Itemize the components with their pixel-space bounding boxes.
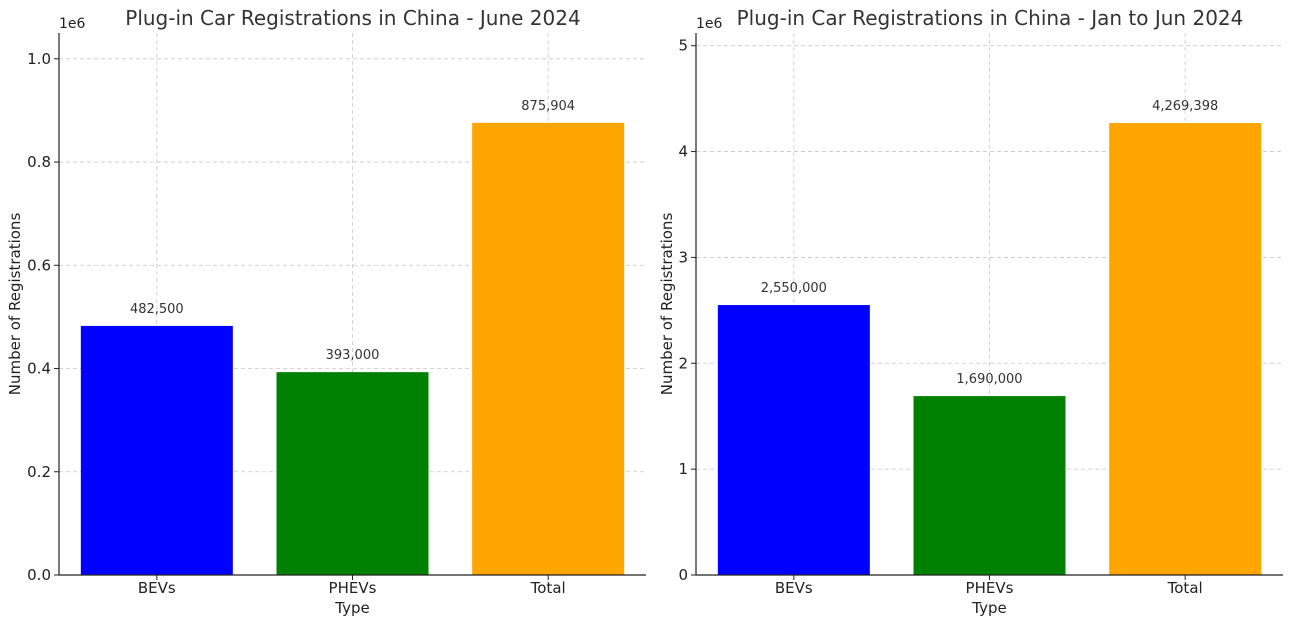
y-tick-label: 0.4 [27, 360, 51, 378]
y-tick-label: 3 [678, 248, 688, 266]
bar-total [1109, 123, 1262, 576]
bar-bevs [80, 325, 233, 575]
y-tick-label: 0.6 [27, 256, 51, 274]
x-tick-label: BEVs [138, 579, 176, 597]
chart-title: Plug-in Car Registrations in China - Jun… [125, 6, 580, 30]
bar-total [472, 122, 625, 575]
y-tick-label: 0.8 [27, 153, 51, 171]
y-tick-label: 0 [678, 566, 688, 584]
chart-title: Plug-in Car Registrations in China - Jan… [737, 6, 1244, 30]
y-tick-label: 1.0 [27, 50, 51, 68]
x-tick-label: Total [530, 579, 566, 597]
y-tick-label: 5 [678, 37, 688, 55]
y-axis-label: Number of Registrations [658, 213, 676, 396]
y-tick-label: 2 [678, 354, 688, 372]
data-label: 482,500 [130, 302, 184, 317]
x-tick-label: Total [1167, 579, 1203, 597]
chart-2: 2,550,000 1,690,000 4,269,398 0 1 2 3 4 5 BEVs PHE… [658, 6, 1283, 617]
data-label: 393,000 [326, 348, 380, 363]
y-tick-label: 1 [678, 460, 688, 478]
data-label: 4,269,398 [1152, 99, 1218, 114]
bar-bevs [717, 305, 870, 575]
y-tick-label: 0.2 [27, 463, 51, 481]
data-label: 1,690,000 [956, 372, 1022, 387]
x-tick-label: PHEVs [329, 579, 377, 597]
y-tick-label: 4 [678, 143, 688, 161]
data-label: 2,550,000 [761, 281, 827, 296]
x-axis-label: Type [334, 599, 369, 617]
y-tick-label: 0.0 [27, 566, 51, 584]
axis-offset-label: 1e6 [59, 16, 86, 32]
y-axis-label: Number of Registrations [6, 213, 24, 396]
x-tick-label: PHEVs [966, 579, 1014, 597]
x-axis-label: Type [971, 599, 1006, 617]
bar-phevs [913, 396, 1066, 575]
x-tick-label: BEVs [775, 579, 813, 597]
axis-offset-label: 1e6 [696, 16, 723, 32]
chart-1: 482,500 393,000 875,904 0.0 0.2 0.4 0.6 0.8 1.0 B… [6, 6, 646, 617]
data-label: 875,904 [521, 99, 575, 114]
bar-phevs [276, 372, 429, 575]
